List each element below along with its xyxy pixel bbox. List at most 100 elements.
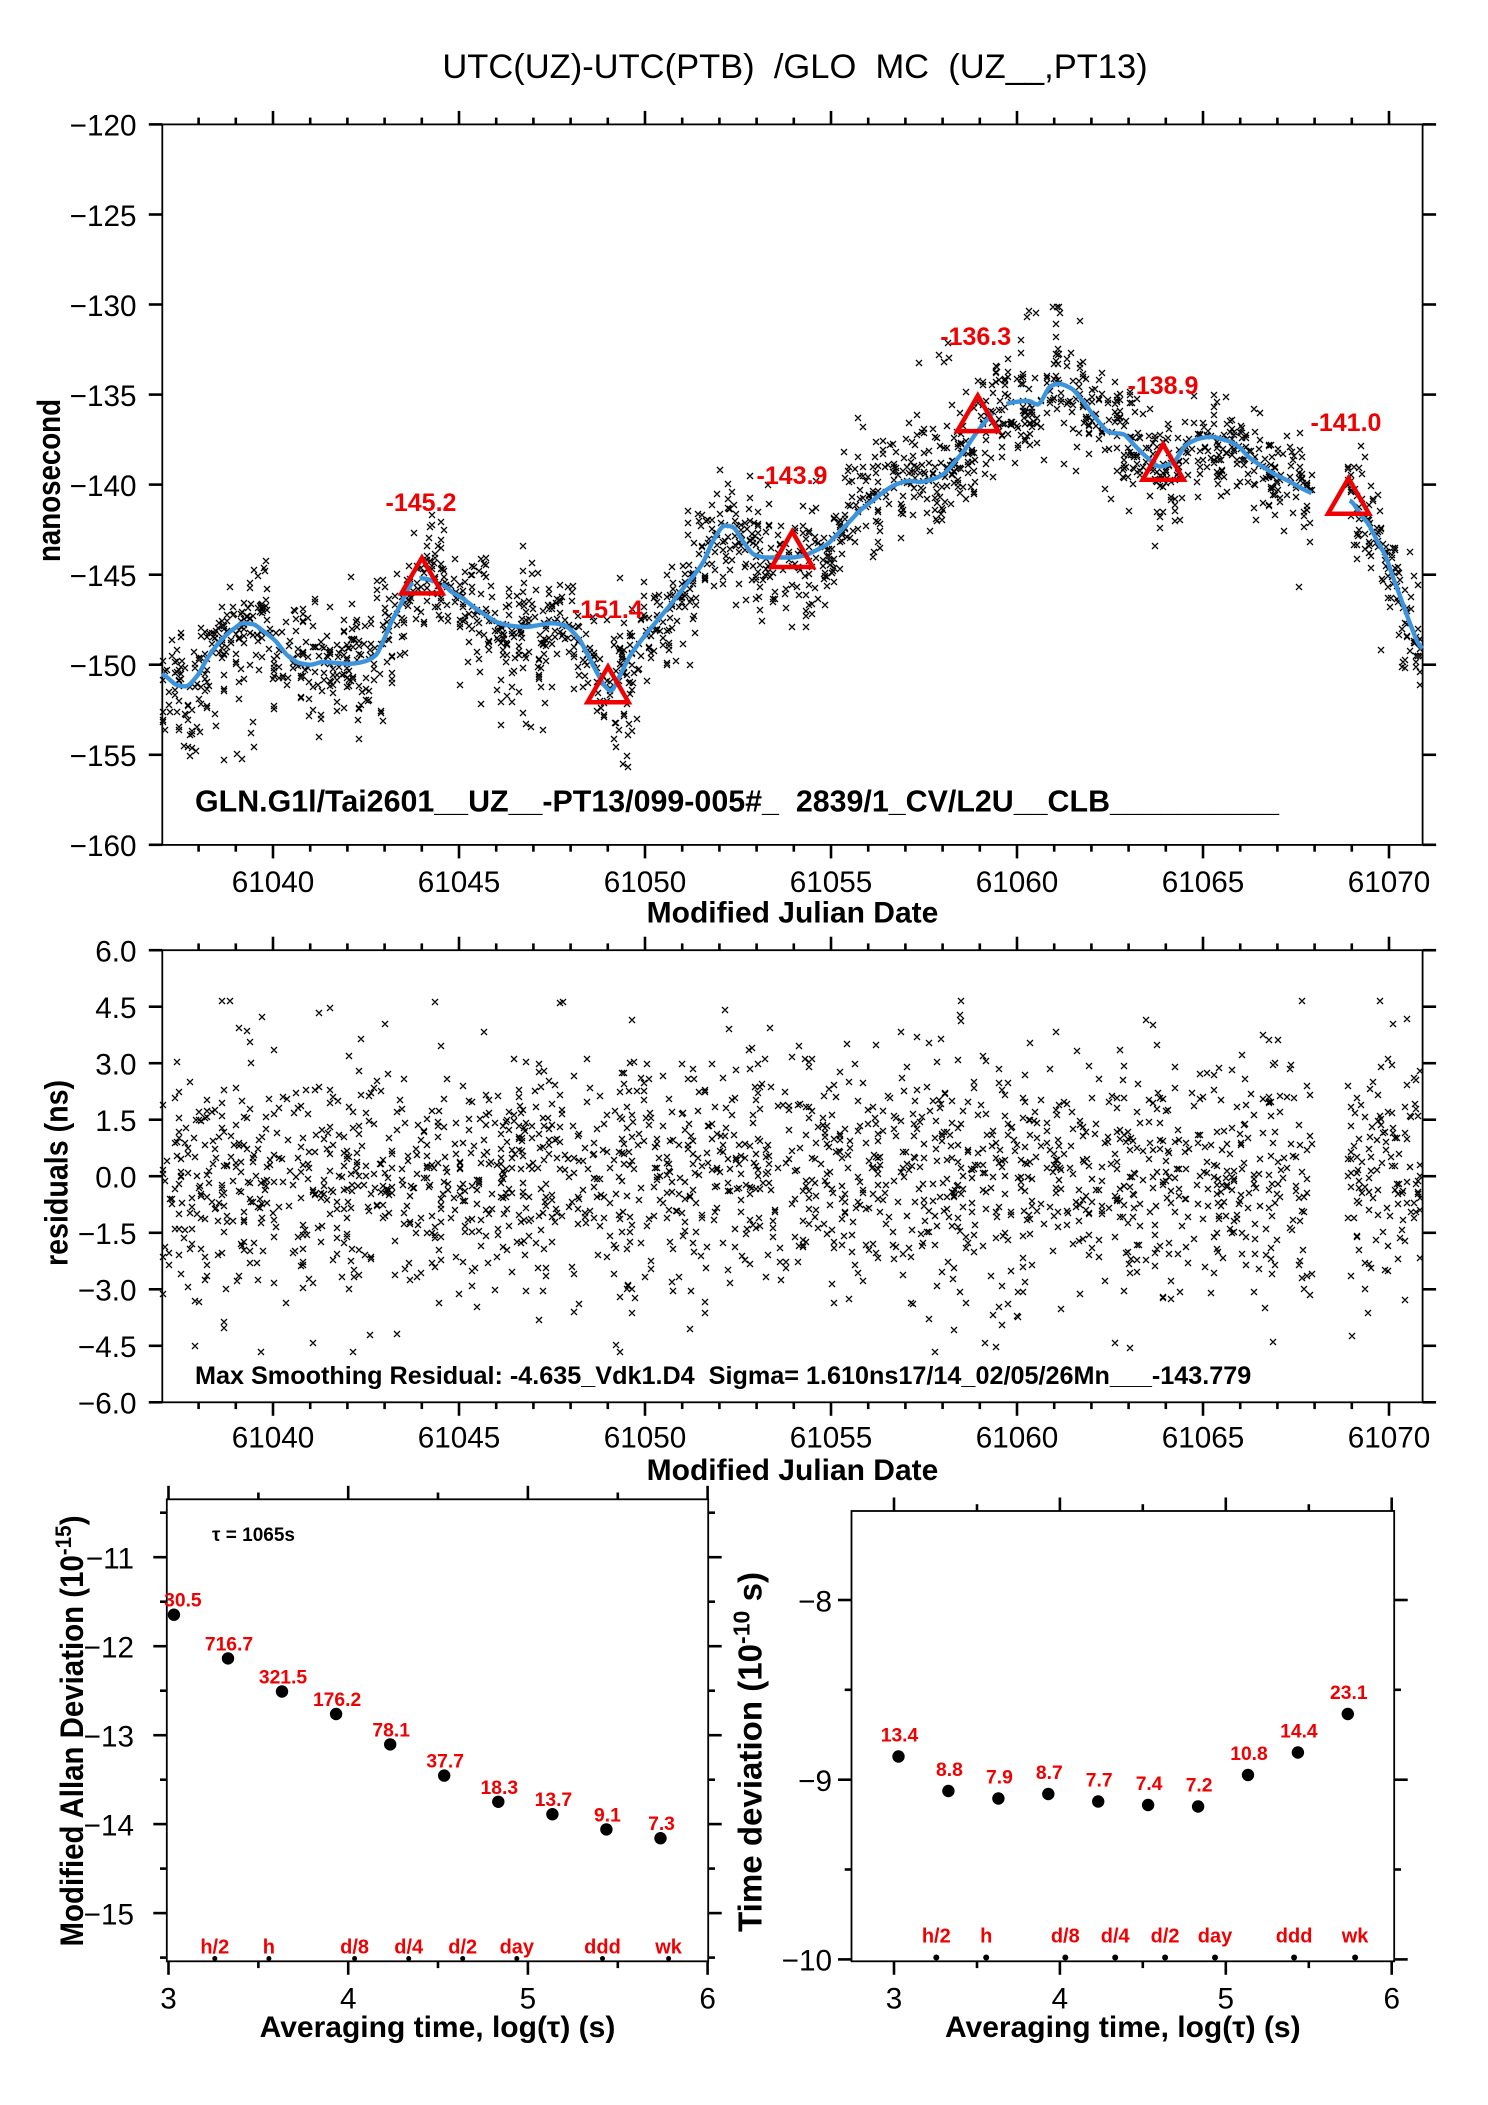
- svg-text:−9: −9: [798, 1765, 832, 1798]
- svg-text:h: h: [980, 1926, 992, 1948]
- svg-text:61040: 61040: [232, 1422, 315, 1455]
- svg-text:h: h: [263, 1937, 275, 1959]
- svg-text:61055: 61055: [790, 1422, 873, 1455]
- svg-text:3: 3: [160, 1983, 177, 2016]
- svg-text:−150: −150: [70, 650, 137, 683]
- svg-text:wk: wk: [1341, 1926, 1370, 1948]
- svg-text:37.7: 37.7: [426, 1752, 464, 1773]
- svg-text:Modified Julian Date: Modified Julian Date: [647, 1454, 939, 1487]
- svg-text:d/2: d/2: [448, 1937, 477, 1959]
- svg-text:−140: −140: [70, 470, 137, 503]
- svg-text:61045: 61045: [418, 866, 501, 899]
- svg-text:61060: 61060: [976, 866, 1059, 899]
- svg-text:Averaging time, log(τ) (s): Averaging time, log(τ) (s): [260, 2011, 616, 2044]
- svg-text:4.5: 4.5: [95, 992, 136, 1025]
- svg-text:23.1: 23.1: [1330, 1683, 1368, 1704]
- svg-text:7.2: 7.2: [1186, 1776, 1213, 1797]
- svg-text:−12: −12: [84, 1632, 134, 1665]
- svg-text:716.7: 716.7: [205, 1634, 253, 1655]
- svg-text:176.2: 176.2: [313, 1690, 361, 1711]
- svg-text:−1.5: −1.5: [78, 1218, 137, 1251]
- svg-text:7.7: 7.7: [1086, 1771, 1113, 1792]
- svg-text:61070: 61070: [1348, 866, 1431, 899]
- svg-text:−11: −11: [86, 1543, 134, 1576]
- svg-text:7.3: 7.3: [648, 1814, 675, 1835]
- svg-text:−4.5: −4.5: [78, 1331, 137, 1364]
- svg-text:day: day: [1198, 1926, 1233, 1948]
- svg-text:3: 3: [886, 1983, 903, 2016]
- svg-text:ddd: ddd: [1276, 1926, 1313, 1948]
- svg-text:4: 4: [340, 1983, 357, 2016]
- svg-text:18.3: 18.3: [481, 1778, 519, 1799]
- svg-text:−8: −8: [798, 1585, 832, 1618]
- svg-text:5: 5: [520, 1983, 537, 2016]
- svg-text:UTC(UZ)-UTC(PTB) /GLO MC (U: UTC(UZ)-UTC(PTB) /GLO MC (UZ__,PT13): [442, 48, 1147, 86]
- svg-text:61065: 61065: [1162, 1422, 1245, 1455]
- svg-text:4: 4: [1052, 1983, 1069, 2016]
- svg-text:−3.0: −3.0: [78, 1275, 137, 1308]
- svg-text:6: 6: [1383, 1983, 1400, 2016]
- svg-text:Modified Julian Date: Modified Julian Date: [647, 897, 939, 930]
- svg-text:−155: −155: [70, 740, 137, 773]
- svg-text:61055: 61055: [790, 866, 873, 899]
- svg-text:−145: −145: [70, 560, 137, 593]
- svg-text:61050: 61050: [604, 1422, 687, 1455]
- svg-text:GLN.G1l/Tai2601__UZ__-PT13/099: GLN.G1l/Tai2601__UZ__-PT13/099-005#_ 283…: [195, 784, 1280, 818]
- svg-text:-141.0: -141.0: [1311, 409, 1382, 437]
- svg-text:−14: −14: [84, 1809, 134, 1842]
- svg-text:nanosecond: nanosecond: [31, 399, 67, 562]
- svg-text:Max Smoothing Residual: -4.635: Max Smoothing Residual: -4.635_Vdk1.D4 S…: [195, 1362, 1251, 1390]
- svg-text:13.7: 13.7: [535, 1790, 573, 1811]
- svg-text:d/4: d/4: [1101, 1926, 1131, 1948]
- svg-text:h/2: h/2: [922, 1926, 951, 1948]
- svg-text:-145.2: -145.2: [386, 489, 457, 517]
- svg-text:Modified Allan Deviation (10-1: Modified Allan Deviation (10-15): [51, 1516, 90, 1947]
- svg-text:d/4: d/4: [394, 1937, 424, 1959]
- svg-text:10.8: 10.8: [1230, 1744, 1268, 1765]
- svg-text:6.0: 6.0: [95, 936, 136, 969]
- svg-text:-138.9: -138.9: [1128, 372, 1199, 400]
- svg-text:ddd: ddd: [584, 1937, 621, 1959]
- svg-text:78.1: 78.1: [372, 1720, 410, 1741]
- svg-text:day: day: [500, 1937, 535, 1959]
- svg-text:−10: −10: [782, 1945, 832, 1978]
- svg-text:−125: −125: [70, 200, 137, 233]
- svg-text:3.0: 3.0: [95, 1049, 136, 1082]
- svg-text:8.7: 8.7: [1036, 1763, 1063, 1784]
- svg-text:7.9: 7.9: [986, 1768, 1013, 1789]
- svg-text:d/8: d/8: [1051, 1926, 1080, 1948]
- svg-text:−135: −135: [70, 380, 137, 413]
- svg-text:d/8: d/8: [340, 1937, 369, 1959]
- svg-text:−120: −120: [70, 110, 137, 143]
- svg-text:h/2: h/2: [200, 1937, 229, 1959]
- svg-text:61060: 61060: [976, 1422, 1059, 1455]
- svg-text:0.0: 0.0: [95, 1162, 136, 1195]
- svg-text:wk: wk: [654, 1937, 683, 1959]
- svg-text:9.1: 9.1: [594, 1805, 621, 1826]
- svg-text:−130: −130: [70, 290, 137, 323]
- svg-text:6: 6: [699, 1983, 716, 2016]
- svg-text:d/2: d/2: [1151, 1926, 1180, 1948]
- svg-text:61050: 61050: [604, 866, 687, 899]
- svg-text:Averaging time, log(τ) (s): Averaging time, log(τ) (s): [945, 2011, 1301, 2044]
- svg-text:30.5: 30.5: [164, 1591, 202, 1612]
- svg-text:13.4: 13.4: [881, 1726, 919, 1747]
- svg-text:14.4: 14.4: [1280, 1722, 1318, 1743]
- svg-text:−6.0: −6.0: [78, 1388, 137, 1421]
- svg-text:−160: −160: [70, 830, 137, 863]
- svg-text:residuals (ns): residuals (ns): [39, 1080, 75, 1266]
- svg-text:-143.9: -143.9: [757, 462, 828, 490]
- svg-text:61045: 61045: [418, 1422, 501, 1455]
- svg-text:1.5: 1.5: [95, 1105, 136, 1138]
- svg-text:−15: −15: [84, 1898, 134, 1931]
- svg-text:-136.3: -136.3: [940, 323, 1011, 351]
- svg-text:8.8: 8.8: [936, 1760, 963, 1781]
- svg-text:61070: 61070: [1348, 1422, 1431, 1455]
- svg-text:61040: 61040: [232, 866, 315, 899]
- svg-text:5: 5: [1218, 1983, 1235, 2016]
- svg-text:321.5: 321.5: [259, 1668, 308, 1689]
- svg-text:−13: −13: [84, 1721, 134, 1754]
- svg-text:61065: 61065: [1162, 866, 1245, 899]
- svg-text:-151.4: -151.4: [572, 596, 643, 624]
- svg-text:τ = 1065s: τ = 1065s: [212, 1525, 295, 1546]
